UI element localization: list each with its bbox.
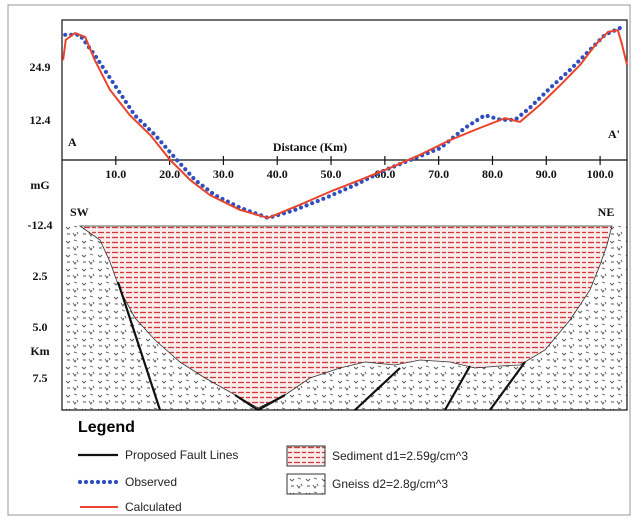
cross-section — [62, 225, 627, 411]
depth-axis-label: Km — [30, 344, 49, 358]
annotation: A' — [608, 127, 620, 141]
fault-line — [354, 367, 401, 411]
legend-title: Legend — [78, 419, 135, 436]
annotation: SW — [70, 205, 89, 219]
x-axis-label: Distance (Km) — [273, 140, 347, 154]
legend-label: Calculated — [125, 500, 182, 514]
x-tick-label: 40.0 — [267, 167, 288, 181]
fault-line — [234, 394, 259, 411]
series-line — [62, 29, 628, 219]
legend-sediment-label: Sediment d1=2.59g/cm^3 — [332, 449, 468, 463]
series-line — [63, 25, 623, 221]
x-tick-label: 90.0 — [536, 167, 557, 181]
x-tick-label: 70.0 — [428, 167, 449, 181]
x-tick-label: 10.0 — [105, 167, 126, 181]
legend-sediment-swatch — [286, 445, 326, 467]
x-tick-label: 50.0 — [321, 167, 342, 181]
legend-label: Observed — [125, 475, 177, 489]
sediment-basin — [78, 225, 613, 409]
legend-gneiss-label: Gneiss d2=2.8g/cm^3 — [332, 477, 448, 491]
fault-line — [489, 361, 526, 411]
legend-gneiss-swatch — [286, 473, 326, 495]
y-tick-label: 24.9 — [30, 60, 51, 74]
y-axis-label: mG — [30, 178, 49, 192]
fault-line — [116, 281, 162, 411]
fault-lines — [116, 281, 526, 411]
x-tick-label: 20.0 — [159, 167, 180, 181]
x-tick-label: 30.0 — [213, 167, 234, 181]
depth-tick-label: 2.5 — [33, 269, 48, 283]
fault-line — [257, 394, 286, 411]
y-tick-label: 12.4 — [30, 113, 51, 127]
depth-tick-label: 5.0 — [33, 320, 48, 334]
annotation: A — [68, 135, 77, 149]
y-tick-label: -12.4 — [28, 218, 53, 232]
legend-fault-label: Proposed Fault Lines — [125, 448, 238, 462]
x-tick-label: 60.0 — [374, 167, 395, 181]
fault-line — [444, 365, 471, 411]
depth-tick-label: 7.5 — [33, 371, 48, 385]
x-tick-label: 80.0 — [482, 167, 503, 181]
plot-frame — [61, 19, 628, 411]
annotation: NE — [598, 205, 615, 219]
x-tick-label: 100.0 — [587, 167, 614, 181]
